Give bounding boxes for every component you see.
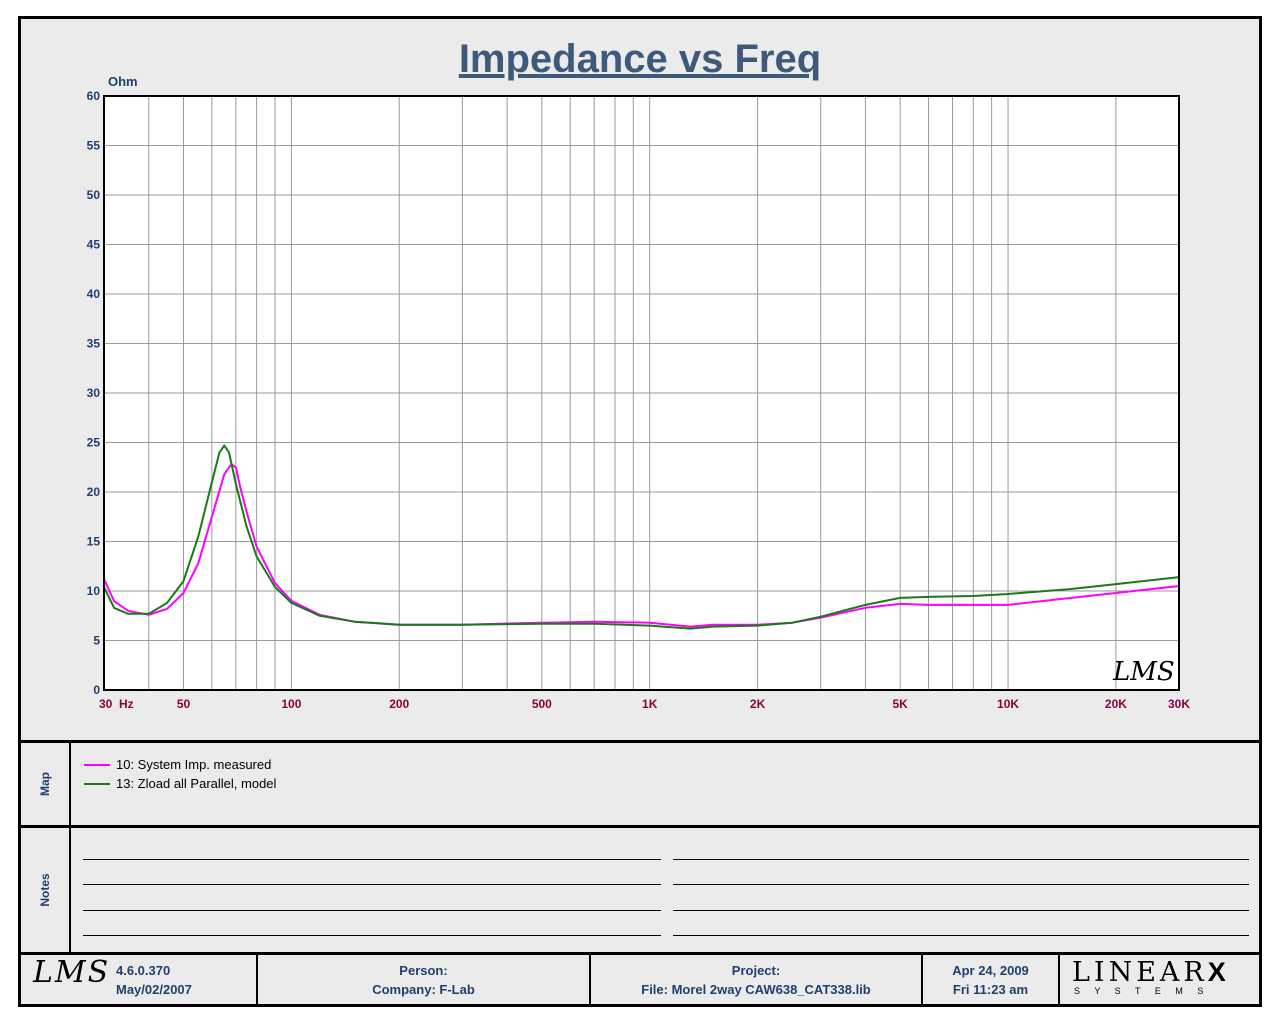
date-label: Apr 24, 2009: [952, 963, 1029, 978]
x-tick-label: 30K: [1168, 697, 1190, 711]
brand-logo: LINEARX S Y S T E M S: [1060, 955, 1259, 1004]
y-tick-label: 55: [87, 139, 101, 153]
note-line[interactable]: [83, 884, 661, 885]
map-panel: Map 10: System Imp. measured 13: Zload a…: [21, 743, 1259, 825]
note-line[interactable]: [673, 935, 1249, 936]
x-tick-label: 5K: [892, 697, 908, 711]
note-line[interactable]: [83, 910, 661, 911]
footer-date-cell: Apr 24, 2009 Fri 11:23 am: [923, 955, 1060, 1004]
y-tick-label: 25: [87, 436, 101, 450]
x-tick-label: 20K: [1105, 697, 1127, 711]
x-tick-label: 2K: [750, 697, 766, 711]
y-axis-label: Ohm: [108, 74, 138, 89]
divider: [21, 825, 1259, 828]
chart-title: Impedance vs Freq: [458, 37, 822, 81]
file-label: File: Morel 2way CAW638_CAT338.lib: [641, 982, 871, 997]
legend-swatch-green: [84, 782, 110, 785]
footer: LMS 4.6.0.370 May/02/2007 Person: Compan…: [21, 955, 1259, 1004]
note-line[interactable]: [673, 859, 1249, 860]
time-label: Fri 11:23 am: [952, 982, 1029, 997]
note-line[interactable]: [673, 884, 1249, 885]
y-tick-label: 40: [87, 287, 101, 301]
y-tick-label: 0: [93, 683, 100, 697]
notes-label: Notes: [38, 873, 52, 907]
chart-panel: Impedance vs Freq 0 5 10 15 20 25 30 35 40 45 50 55…: [21, 19, 1259, 740]
x-tick-label: 200: [389, 697, 409, 711]
x-tick-label: 500: [532, 697, 552, 711]
footer-person-cell: Person: Company: F-Lab: [258, 955, 591, 1004]
legend-item-measured: 10: System Imp. measured: [84, 757, 271, 772]
footer-version-cell: LMS 4.6.0.370 May/02/2007: [21, 955, 258, 1004]
map-side: Map: [21, 743, 71, 825]
x-tick-label: 1K: [642, 697, 658, 711]
divider: [21, 952, 1259, 955]
plot-border: [103, 95, 1180, 691]
company-label: Company: F-Lab: [372, 982, 475, 997]
x-tick-label: 30 Hz: [99, 697, 134, 711]
legend-label-model: 13: Zload all Parallel, model: [116, 776, 277, 791]
report-frame: Impedance vs Freq 0 5 10 15 20 25 30 35 40 45 50 55…: [18, 16, 1262, 1007]
note-line[interactable]: [673, 910, 1249, 911]
y-tick-label: 5: [93, 634, 100, 648]
brand-subtext: S Y S T E M S: [1074, 986, 1210, 996]
footer-project-cell: Project: File: Morel 2way CAW638_CAT338.…: [591, 955, 923, 1004]
x-tick-label: 50: [177, 697, 191, 711]
version-date: May/02/2007: [116, 982, 192, 997]
project-label: Project:: [731, 963, 781, 978]
y-tick-label: 30: [87, 386, 101, 400]
person-label: Person:: [399, 963, 448, 978]
y-tick-label: 10: [87, 584, 101, 598]
x-tick-label: 100: [281, 697, 301, 711]
x-tick-label: 10K: [997, 697, 1019, 711]
y-tick-label: 50: [87, 188, 101, 202]
legend-swatch-magenta: [84, 763, 110, 766]
y-tick-label: 15: [87, 535, 101, 549]
lms-watermark: LMS: [1112, 657, 1175, 687]
notes-panel: Notes: [21, 828, 1259, 952]
note-line[interactable]: [83, 935, 661, 936]
map-label: Map: [38, 772, 52, 796]
legend-item-model: 13: Zload all Parallel, model: [84, 776, 276, 791]
y-tick-label: 60: [87, 89, 101, 103]
brand-text: LINEAR: [1072, 957, 1208, 988]
y-tick-label: 20: [87, 485, 101, 499]
notes-side: Notes: [21, 828, 71, 952]
brand-wordmark: LINEARX: [1072, 957, 1230, 988]
series-line-model: [103, 444, 1180, 630]
brand-x: X: [1207, 957, 1230, 987]
footer-logo: LMS: [33, 955, 111, 990]
impedance-chart: 0 5 10 15 20 25 30 35 40 45 50 55 60 Ohm 30 Hz 50 100 200…: [87, 74, 1191, 711]
legend-label-measured: 10: System Imp. measured: [116, 757, 272, 772]
y-tick-label: 35: [87, 337, 101, 351]
version-number: 4.6.0.370: [116, 963, 171, 978]
divider: [21, 740, 1259, 743]
y-tick-label: 45: [87, 238, 101, 252]
note-line[interactable]: [83, 859, 661, 860]
